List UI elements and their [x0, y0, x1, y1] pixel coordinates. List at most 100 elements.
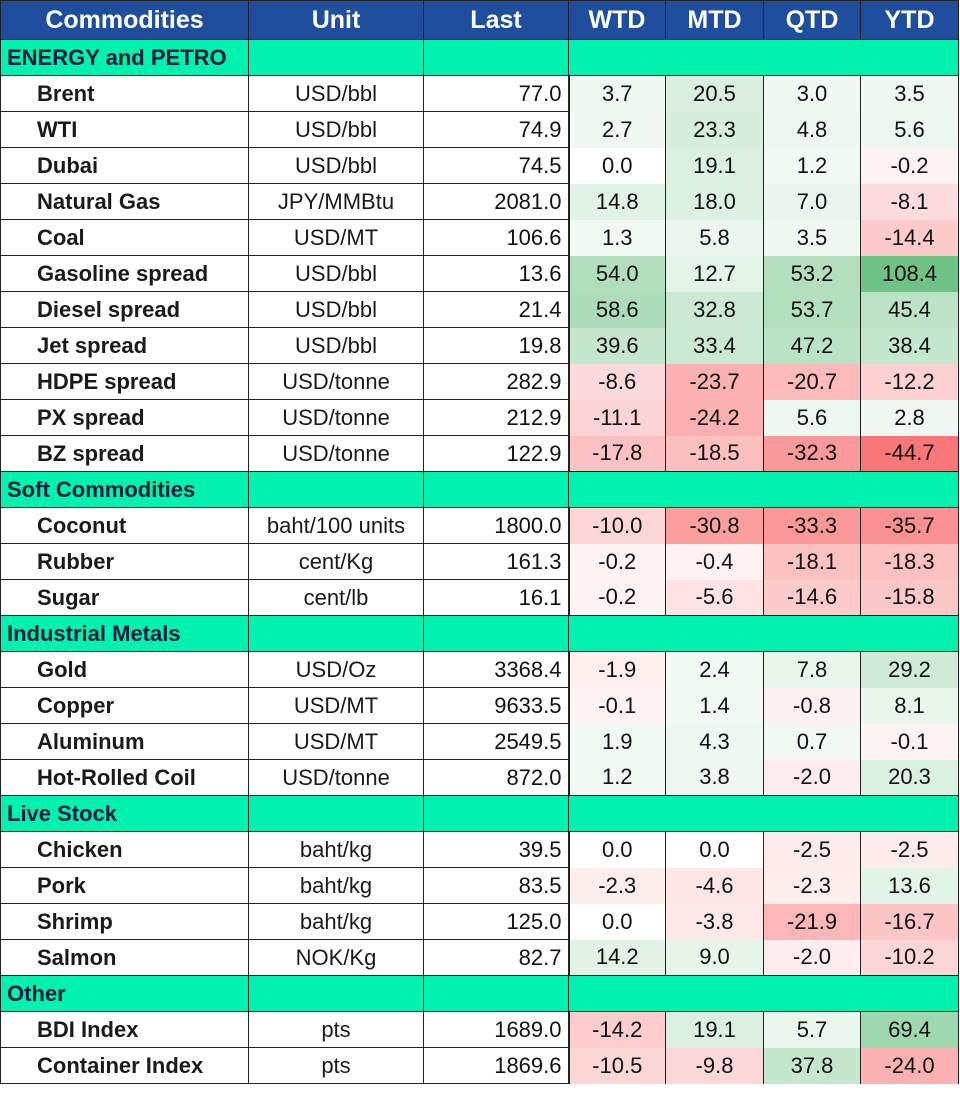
- qtd-change: -21.9: [763, 903, 861, 940]
- last-value: 872.0: [423, 759, 570, 796]
- commodity-unit: USD/tonne: [248, 759, 424, 796]
- ytd-change: -10.2: [860, 939, 959, 976]
- header-ytd: YTD: [860, 0, 959, 40]
- table-row: PX spread USD/tonne 212.9 -11.1 -24.2 5.6 2.8: [0, 399, 959, 436]
- qtd-change: 53.2: [763, 255, 861, 292]
- ytd-change: -15.8: [860, 579, 959, 616]
- qtd-change: 1.2: [763, 147, 861, 184]
- commodity-unit: USD/bbl: [248, 327, 424, 364]
- commodity-name: Dubai: [0, 147, 249, 184]
- ytd-change: 20.3: [860, 759, 959, 796]
- table-row: Copper USD/MT 9633.5 -0.1 1.4 -0.8 8.1: [0, 687, 959, 724]
- ytd-change: -0.2: [860, 147, 959, 184]
- wtd-change: 14.8: [568, 183, 666, 220]
- commodity-name: Pork: [0, 867, 249, 904]
- mtd-change: -24.2: [665, 399, 764, 436]
- last-value: 82.7: [423, 939, 570, 976]
- table-row: Gasoline spread USD/bbl 13.6 54.0 12.7 53.2 10…: [0, 255, 959, 292]
- commodity-name: Jet spread: [0, 327, 249, 364]
- wtd-change: -0.1: [568, 687, 666, 724]
- wtd-change: 58.6: [568, 291, 666, 328]
- qtd-change: 5.6: [763, 399, 861, 436]
- section-blank-cell: [248, 795, 424, 832]
- wtd-change: 0.0: [568, 903, 666, 940]
- qtd-change: 37.8: [763, 1047, 861, 1084]
- qtd-change: -0.8: [763, 687, 861, 724]
- commodity-unit: NOK/Kg: [248, 939, 424, 976]
- section-header-row: Live Stock: [0, 795, 959, 832]
- ytd-change: -14.4: [860, 219, 959, 256]
- last-value: 106.6: [423, 219, 570, 256]
- table-row: Coconut baht/100 units 1800.0 -10.0 -30.8 -33…: [0, 507, 959, 544]
- commodity-name: WTI: [0, 111, 249, 148]
- qtd-change: 3.0: [763, 75, 861, 112]
- wtd-change: 1.9: [568, 723, 666, 760]
- wtd-change: 1.2: [568, 759, 666, 796]
- section-title: Soft Commodities: [0, 471, 249, 508]
- wtd-change: 39.6: [568, 327, 666, 364]
- section-blank-cell: [568, 795, 959, 832]
- section-blank-cell: [568, 39, 959, 76]
- table-row: WTI USD/bbl 74.9 2.7 23.3 4.8 5.6: [0, 111, 959, 148]
- commodity-name: Salmon: [0, 939, 249, 976]
- section-header-row: Industrial Metals: [0, 615, 959, 652]
- table-row: BZ spread USD/tonne 122.9 -17.8 -18.5 -32.3 -4…: [0, 435, 959, 472]
- qtd-change: -33.3: [763, 507, 861, 544]
- commodity-name: Rubber: [0, 543, 249, 580]
- ytd-change: 13.6: [860, 867, 959, 904]
- ytd-change: -16.7: [860, 903, 959, 940]
- header-commodities: Commodities: [0, 0, 249, 40]
- section-title: ENERGY and PETRO: [0, 39, 249, 76]
- qtd-change: 47.2: [763, 327, 861, 364]
- mtd-change: 5.8: [665, 219, 764, 256]
- section-blank-cell: [568, 615, 959, 652]
- last-value: 2081.0: [423, 183, 570, 220]
- table-row: Dubai USD/bbl 74.5 0.0 19.1 1.2 -0.2: [0, 147, 959, 184]
- last-value: 74.5: [423, 147, 570, 184]
- last-value: 125.0: [423, 903, 570, 940]
- mtd-change: 23.3: [665, 111, 764, 148]
- mtd-change: 2.4: [665, 651, 764, 688]
- mtd-change: 33.4: [665, 327, 764, 364]
- wtd-change: -0.2: [568, 543, 666, 580]
- commodity-unit: baht/kg: [248, 903, 424, 940]
- commodity-unit: USD/MT: [248, 219, 424, 256]
- qtd-change: -32.3: [763, 435, 861, 472]
- ytd-change: -0.1: [860, 723, 959, 760]
- commodity-unit: baht/kg: [248, 831, 424, 868]
- table-row: Diesel spread USD/bbl 21.4 58.6 32.8 53.7 45.4: [0, 291, 959, 328]
- section-title: Industrial Metals: [0, 615, 249, 652]
- last-value: 2549.5: [423, 723, 570, 760]
- commodity-unit: pts: [248, 1047, 424, 1084]
- commodity-unit: USD/MT: [248, 687, 424, 724]
- qtd-change: -2.3: [763, 867, 861, 904]
- ytd-change: 29.2: [860, 651, 959, 688]
- commodity-unit: cent/Kg: [248, 543, 424, 580]
- last-value: 74.9: [423, 111, 570, 148]
- header-qtd: QTD: [763, 0, 861, 40]
- qtd-change: -2.5: [763, 831, 861, 868]
- wtd-change: 3.7: [568, 75, 666, 112]
- section-blank-cell: [423, 975, 569, 1012]
- commodity-name: Natural Gas: [0, 183, 249, 220]
- header-row: Commodities Unit Last WTD MTD QTD YTD: [0, 0, 959, 40]
- mtd-change: -5.6: [665, 579, 764, 616]
- wtd-change: -1.9: [568, 651, 666, 688]
- commodity-unit: baht/100 units: [248, 507, 424, 544]
- section-title: Other: [0, 975, 249, 1012]
- ytd-change: -2.5: [860, 831, 959, 868]
- last-value: 83.5: [423, 867, 570, 904]
- wtd-change: -11.1: [568, 399, 666, 436]
- commodity-name: Coal: [0, 219, 249, 256]
- section-blank-cell: [423, 615, 569, 652]
- table-row: Shrimp baht/kg 125.0 0.0 -3.8 -21.9 -16.7: [0, 903, 959, 940]
- commodity-unit: USD/tonne: [248, 435, 424, 472]
- commodity-unit: USD/bbl: [248, 147, 424, 184]
- ytd-change: 5.6: [860, 111, 959, 148]
- last-value: 16.1: [423, 579, 570, 616]
- last-value: 212.9: [423, 399, 570, 436]
- qtd-change: -18.1: [763, 543, 861, 580]
- last-value: 1689.0: [423, 1011, 570, 1048]
- table-row: Coal USD/MT 106.6 1.3 5.8 3.5 -14.4: [0, 219, 959, 256]
- qtd-change: 7.0: [763, 183, 861, 220]
